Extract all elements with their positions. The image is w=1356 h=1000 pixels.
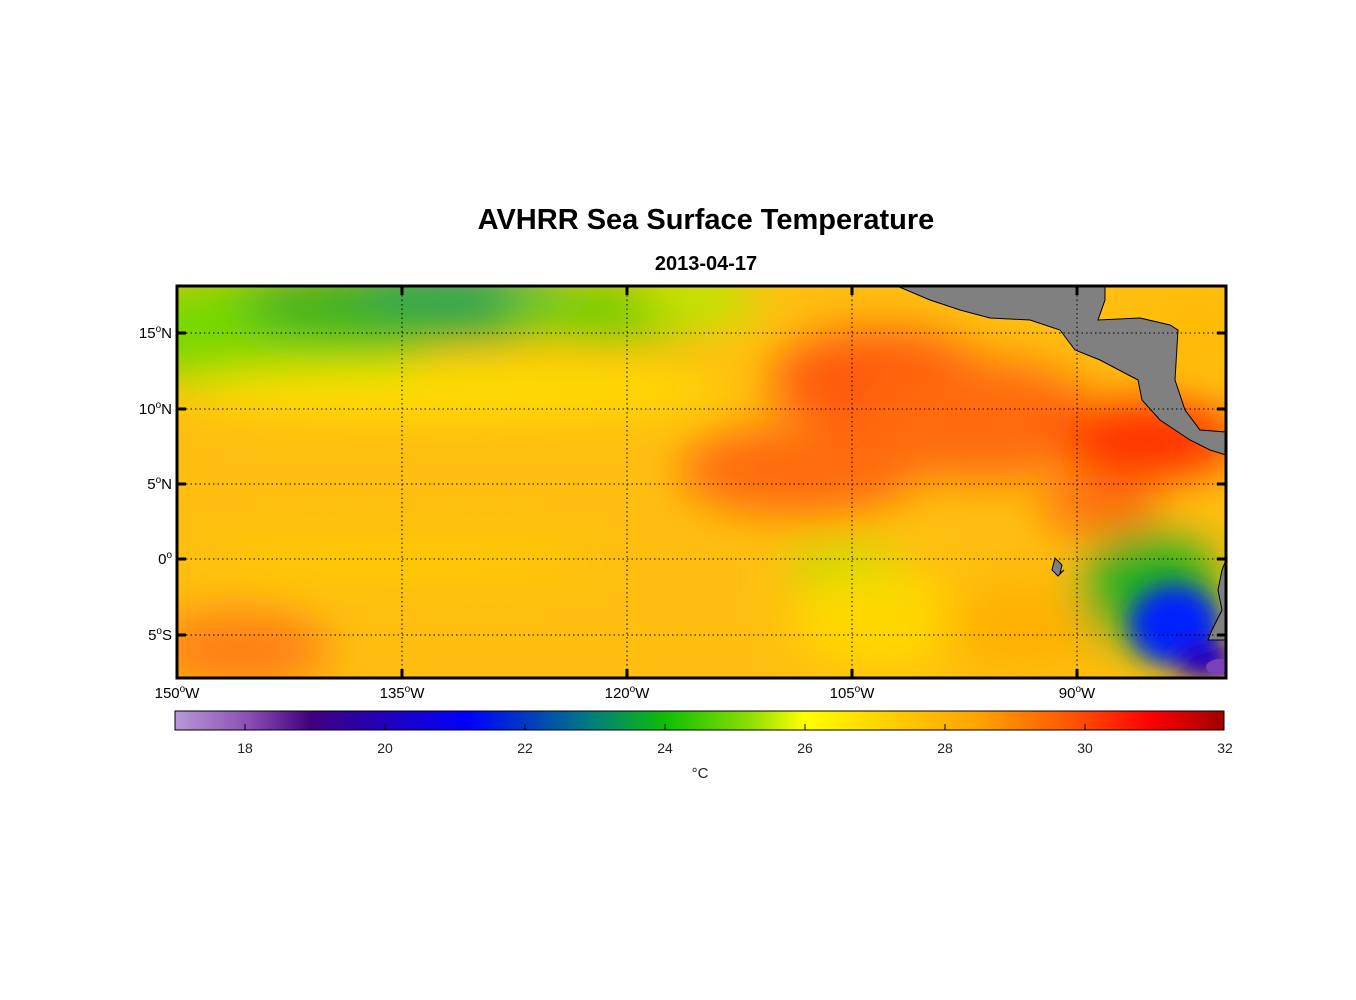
map-ticks <box>177 286 1226 678</box>
lat-label-5s: 5oS <box>148 626 172 644</box>
map-gridlines <box>177 286 1226 678</box>
lon-label-105w: 105oW <box>829 684 875 702</box>
colorbar <box>174 710 1225 731</box>
colorbar-tick-label: 22 <box>517 740 533 756</box>
map-frame <box>175 284 1228 680</box>
colorbar-tick-label: 32 <box>1217 740 1233 756</box>
colorbar-tick-label: 24 <box>657 740 673 756</box>
lon-label-90w: 90oW <box>1058 684 1096 702</box>
lat-label-10n: 10oN <box>138 400 172 418</box>
lat-label-15n: 15oN <box>138 324 172 342</box>
sst-field <box>177 286 1226 678</box>
colorbar-ticks <box>244 724 1086 730</box>
lon-label-135w: 135oW <box>379 684 425 702</box>
map-title: AVHRR Sea Surface Temperature <box>477 204 935 236</box>
land-mexico <box>896 286 1226 456</box>
lon-label-150w: 150oW <box>154 684 200 702</box>
map-date: 2013-04-17 <box>654 253 758 275</box>
land-south-america <box>1207 559 1226 641</box>
land-galapagos <box>1051 557 1065 577</box>
lat-label-5n: 5oN <box>147 475 172 493</box>
colorbar-tick-label: 26 <box>797 740 813 756</box>
colorbar-tick-label: 30 <box>1077 740 1093 756</box>
lon-label-120w: 120oW <box>604 684 650 702</box>
sst-coldest-patch <box>1206 659 1226 675</box>
colorbar-tick-label: 20 <box>377 740 393 756</box>
colorbar-tick-label: 28 <box>937 740 953 756</box>
colorbar-tick-label: 18 <box>237 740 253 756</box>
colorbar-unit-label: °C <box>691 765 709 782</box>
lat-label-0: 0o <box>158 550 172 568</box>
